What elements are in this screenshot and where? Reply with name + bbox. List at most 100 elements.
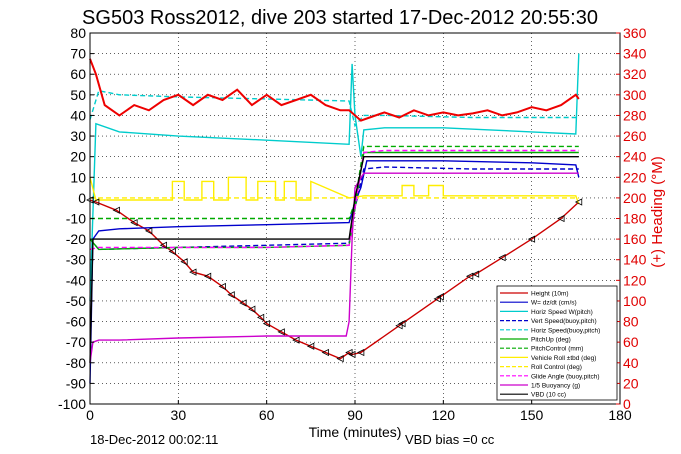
y-right-tick-label: 120: [623, 272, 647, 288]
legend-label: Roll Control (deg): [531, 364, 582, 371]
y-right-tick-label: 80: [623, 314, 639, 330]
x-tick-label: 120: [432, 407, 456, 423]
height-marker: [395, 322, 403, 330]
y-tick-label: 60: [70, 66, 86, 82]
y-tick-label: -10: [66, 211, 86, 227]
y-right-tick-label: 320: [623, 66, 647, 82]
y-tick-label: -20: [66, 231, 86, 247]
height-marker: [527, 235, 536, 243]
y-tick-label: 70: [70, 46, 86, 62]
y-right-tick-label: 160: [623, 231, 647, 247]
y-tick-label: 80: [70, 25, 86, 41]
y-tick-label: -60: [66, 314, 86, 330]
y-axis-right-label: (+) Heading (°M): [649, 156, 666, 267]
legend-label: PitchUp (deg): [531, 337, 571, 344]
legend: Height (10m) W= dz/dt (cm/s) Horiz Speed W…: [496, 285, 618, 401]
x-tick-label: 180: [608, 407, 632, 423]
series-line-4: [89, 89, 579, 128]
height-marker: [256, 313, 265, 322]
legend-label: Horiz Speed W(pitch): [531, 309, 593, 316]
height-marker: [262, 319, 271, 328]
x-tick-label: 30: [171, 407, 187, 423]
y-right-tick-label: 100: [623, 293, 647, 309]
y-tick-label: 50: [70, 87, 86, 103]
series-line-5: [89, 151, 579, 251]
height-marker: [277, 328, 285, 336]
height-marker: [159, 241, 168, 249]
height-marker: [203, 272, 212, 280]
height-marker: [433, 295, 441, 303]
y-right-tick-label: 240: [623, 149, 647, 165]
series-line-6: [90, 145, 579, 220]
y-right-tick-label: 280: [623, 107, 647, 123]
height-marker: [144, 227, 153, 235]
height-marker: [239, 299, 247, 307]
footer-vbd-bias: VBD bias =0 cc: [405, 432, 495, 447]
legend-label: Vehicle Roll ±tbd (deg): [531, 355, 596, 362]
height-marker: [557, 214, 565, 223]
x-tick-label: 0: [86, 407, 94, 423]
y-right-tick-label: 340: [623, 46, 647, 62]
height-marker: [356, 348, 365, 357]
y-right-tick-label: 0: [623, 396, 631, 412]
height-marker: [227, 291, 235, 299]
y-tick-label: 40: [70, 107, 86, 123]
height-marker: [248, 305, 256, 313]
height-marker: [398, 319, 406, 328]
y-tick-label: 30: [70, 128, 86, 144]
legend-label: VBD (10 cc): [531, 392, 566, 399]
height-marker: [348, 350, 356, 359]
y-tick-label: -40: [66, 272, 86, 288]
height-marker: [112, 206, 120, 214]
x-tick-label: 90: [347, 407, 363, 423]
series-line-9: [89, 149, 579, 251]
height-marker: [465, 272, 474, 280]
height-markers: [86, 196, 583, 363]
y-right-tick-label: 360: [623, 25, 647, 41]
y-right-tick-label: 20: [623, 375, 639, 391]
height-marker: [91, 198, 100, 206]
y-right-tick-label: 200: [623, 190, 647, 206]
series-line-11: [89, 155, 579, 363]
height-marker: [189, 268, 197, 276]
height-marker: [321, 348, 329, 357]
y-tick-label: -70: [66, 334, 86, 350]
legend-label: Height (10m): [531, 291, 569, 298]
height-marker: [292, 336, 300, 344]
series-line-7: [89, 176, 580, 205]
x-axis-label: Time (minutes): [309, 424, 402, 440]
height-marker: [574, 198, 583, 206]
height-marker: [130, 218, 138, 227]
x-tick-label: 60: [259, 407, 275, 423]
y-right-tick-label: 260: [623, 128, 647, 144]
height-marker: [498, 254, 506, 262]
height-marker: [168, 247, 176, 256]
y-right-tick-label: 60: [623, 334, 639, 350]
y-right-tick-label: 220: [623, 169, 647, 185]
height-marker: [436, 293, 444, 301]
chart-title: SG503 Ross2012, dive 203 started 17-Dec-…: [82, 7, 598, 29]
y-axis-right: 3603403203002802602402202001801601401201…: [616, 25, 647, 412]
y-tick-label: -100: [58, 396, 86, 412]
y-tick-label: -50: [66, 293, 86, 309]
legend-label: 1/5 Buoyancy (g): [531, 383, 580, 390]
series-line-12: [89, 58, 580, 122]
x-tick-label: 150: [520, 407, 544, 423]
legend-label: Horiz Speed(buoy,pitch): [531, 327, 600, 334]
legend-box: [496, 285, 618, 401]
y-tick-label: 0: [78, 190, 86, 206]
y-tick-label: -80: [66, 355, 86, 371]
height-marker: [336, 355, 344, 363]
height-marker: [218, 282, 226, 291]
y-right-tick-label: 140: [623, 252, 647, 268]
y-right-tick-label: 40: [623, 355, 639, 371]
series-line-10: [89, 172, 579, 363]
height-marker: [471, 270, 480, 278]
legend-label: W= dz/dt (cm/s): [531, 300, 577, 307]
y-right-tick-label: 180: [623, 211, 647, 227]
series-line-3: [89, 166, 579, 251]
y-tick-label: -90: [66, 375, 86, 391]
series-layer: [89, 53, 580, 384]
legend-label: Glide Angle (buoy,pitch): [531, 373, 600, 380]
